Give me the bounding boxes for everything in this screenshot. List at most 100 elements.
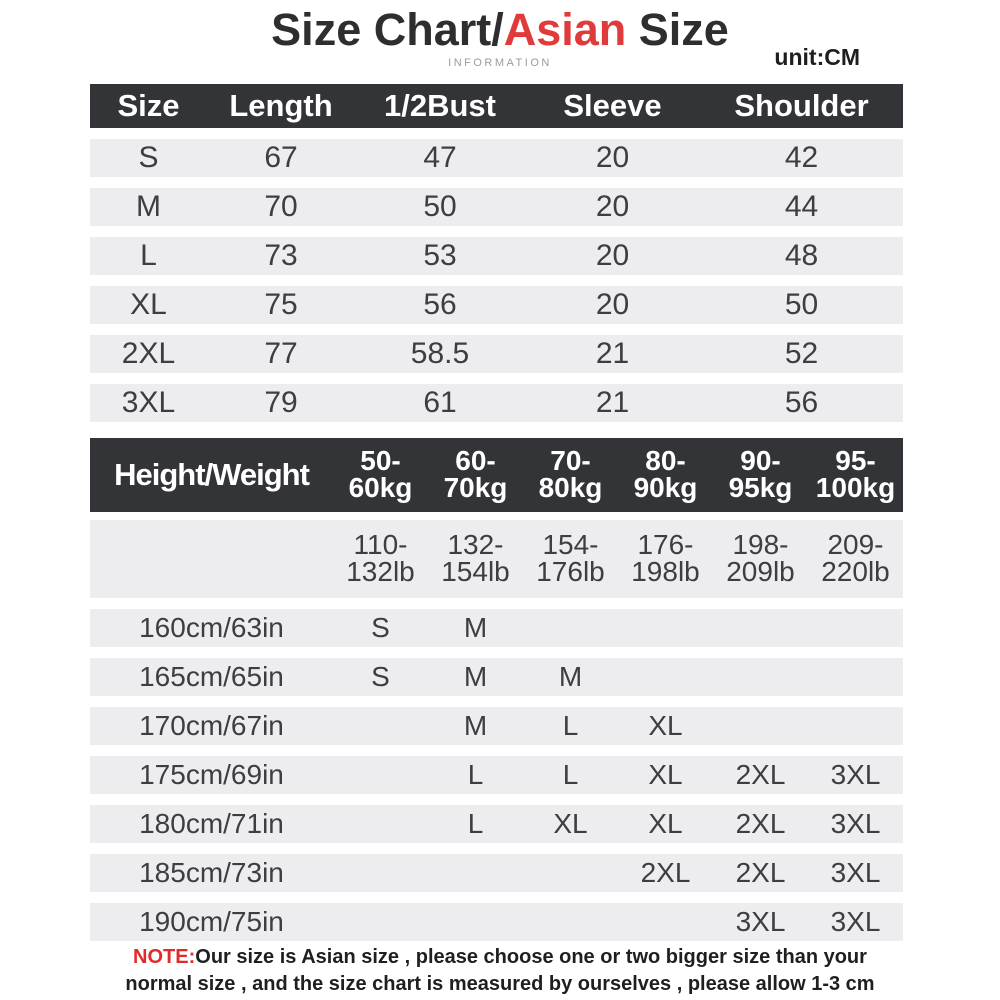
recommended-size-cell: M — [558, 660, 583, 692]
bust-cell: 61 — [423, 386, 457, 419]
weight-header-kg: 70- 80kg — [538, 445, 603, 503]
table-row: XL 75 56 20 50 — [90, 286, 903, 324]
size-note: NOTE:Our size is Asian size , please cho… — [110, 944, 890, 1000]
recommended-size-cell: XL — [553, 807, 588, 839]
weight-header-kg: 80- 90kg — [633, 445, 698, 503]
table-row: 3XL 79 61 21 56 — [90, 384, 903, 422]
recommended-size-cell: 2XL — [735, 856, 786, 888]
weight-header-kg: 50- 60kg — [348, 445, 413, 503]
length-cell: 67 — [264, 141, 298, 174]
bust-cell: 47 — [423, 141, 457, 174]
recommended-size-cell: S — [371, 660, 390, 692]
recommended-size-cell: M — [463, 611, 488, 643]
measurements-table-header: Size Length 1/2Bust Sleeve Shoulder — [90, 84, 903, 128]
recommended-size-cell: M — [463, 660, 488, 692]
recommended-size-cell: L — [467, 807, 484, 839]
column-header-size: Size — [117, 88, 180, 123]
weight-lb-row: 110- 132lb 132- 154lb 154- 176lb 176- 19… — [90, 520, 903, 598]
weight-header-kg: 95- 100kg — [815, 445, 896, 503]
sleeve-cell: 20 — [595, 288, 630, 321]
height-cell: 160cm/63in — [139, 612, 284, 643]
table-row: 185cm/73in 2XL 2XL 3XL — [90, 854, 903, 892]
recommended-size-cell: S — [371, 611, 390, 643]
recommended-size-cell: 3XL — [830, 807, 881, 839]
table-row: 175cm/69in L L XL 2XL 3XL — [90, 756, 903, 794]
length-cell: 73 — [264, 239, 298, 272]
shoulder-cell: 48 — [784, 239, 819, 272]
size-cell: M — [136, 190, 161, 223]
height-cell: 185cm/73in — [139, 857, 284, 888]
table-row: S 67 47 20 42 — [90, 139, 903, 177]
height-cell: 190cm/75in — [139, 906, 284, 937]
length-cell: 70 — [264, 190, 298, 223]
size-cell: 3XL — [121, 386, 176, 419]
weight-header-kg: 90- 95kg — [728, 445, 793, 503]
note-text: Our size is Asian size , please choose o… — [125, 946, 875, 1000]
column-header-sleeve: Sleeve — [563, 88, 662, 123]
size-cell: 2XL — [121, 337, 176, 370]
recommended-size-cell: L — [467, 758, 484, 790]
column-header-bust: 1/2Bust — [384, 88, 496, 123]
title-part-1: Size Chart/ — [271, 4, 504, 55]
recommended-size-cell: XL — [648, 758, 683, 790]
weight-header-kg: 60- 70kg — [443, 445, 508, 503]
weight-lb-cell: 176- 198lb — [631, 529, 700, 587]
fit-table-header: Height/Weight 50- 60kg 60- 70kg 70- 80kg… — [90, 438, 903, 512]
table-row: 160cm/63in S M — [90, 609, 903, 647]
weight-lb-cell: 110- 132lb — [346, 529, 415, 587]
height-cell: 170cm/67in — [139, 710, 284, 741]
recommended-size-cell: 3XL — [830, 905, 881, 937]
bust-cell: 58.5 — [410, 337, 470, 370]
size-cell: L — [140, 239, 157, 272]
length-cell: 77 — [264, 337, 298, 370]
height-cell: 180cm/71in — [139, 808, 284, 839]
weight-lb-cell: 198- 209lb — [726, 529, 795, 587]
sleeve-cell: 21 — [595, 337, 630, 370]
recommended-size-cell: XL — [648, 807, 683, 839]
shoulder-cell: 44 — [784, 190, 819, 223]
recommended-size-cell: L — [562, 758, 579, 790]
table-row: 190cm/75in 3XL 3XL — [90, 903, 903, 941]
weight-lb-cell: 132- 154lb — [441, 529, 510, 587]
height-weight-table: Height/Weight 50- 60kg 60- 70kg 70- 80kg… — [90, 438, 903, 941]
recommended-size-cell: 3XL — [735, 905, 786, 937]
recommended-size-cell: 3XL — [830, 856, 881, 888]
weight-lb-cell: 209- 220lb — [821, 529, 890, 587]
height-cell: 175cm/69in — [139, 759, 284, 790]
table-row: 180cm/71in L XL XL 2XL 3XL — [90, 805, 903, 843]
sleeve-cell: 20 — [595, 141, 630, 174]
bust-cell: 56 — [423, 288, 457, 321]
note-label: NOTE: — [133, 946, 196, 968]
column-header-length: Length — [229, 88, 333, 123]
recommended-size-cell: 2XL — [735, 758, 786, 790]
recommended-size-cell: 3XL — [830, 758, 881, 790]
height-cell: 165cm/65in — [139, 661, 284, 692]
page-title: Size Chart/Asian Size — [0, 0, 1000, 53]
shoulder-cell: 52 — [784, 337, 819, 370]
table-row: 170cm/67in M L XL — [90, 707, 903, 745]
shoulder-cell: 42 — [784, 141, 819, 174]
measurements-table: Size Length 1/2Bust Sleeve Shoulder S 67… — [90, 84, 903, 422]
shoulder-cell: 50 — [784, 288, 819, 321]
table-row: M 70 50 20 44 — [90, 188, 903, 226]
recommended-size-cell: 2XL — [735, 807, 786, 839]
corner-header-height-weight: Height/Weight — [114, 457, 310, 492]
title-accent-asian: Asian — [503, 4, 627, 55]
recommended-size-cell: M — [463, 709, 488, 741]
sleeve-cell: 21 — [595, 386, 630, 419]
recommended-size-cell: 2XL — [640, 856, 691, 888]
table-row: 2XL 77 58.5 21 52 — [90, 335, 903, 373]
recommended-size-cell: L — [562, 709, 579, 741]
table-row: 165cm/65in S M M — [90, 658, 903, 696]
shoulder-cell: 56 — [784, 386, 819, 419]
recommended-size-cell: XL — [648, 709, 683, 741]
size-cell: S — [138, 141, 159, 174]
size-cell: XL — [130, 288, 167, 321]
sleeve-cell: 20 — [595, 190, 630, 223]
weight-lb-cell: 154- 176lb — [536, 529, 605, 587]
title-part-2: Size — [626, 4, 729, 55]
table-row: L 73 53 20 48 — [90, 237, 903, 275]
sleeve-cell: 20 — [595, 239, 630, 272]
column-header-shoulder: Shoulder — [734, 88, 869, 123]
